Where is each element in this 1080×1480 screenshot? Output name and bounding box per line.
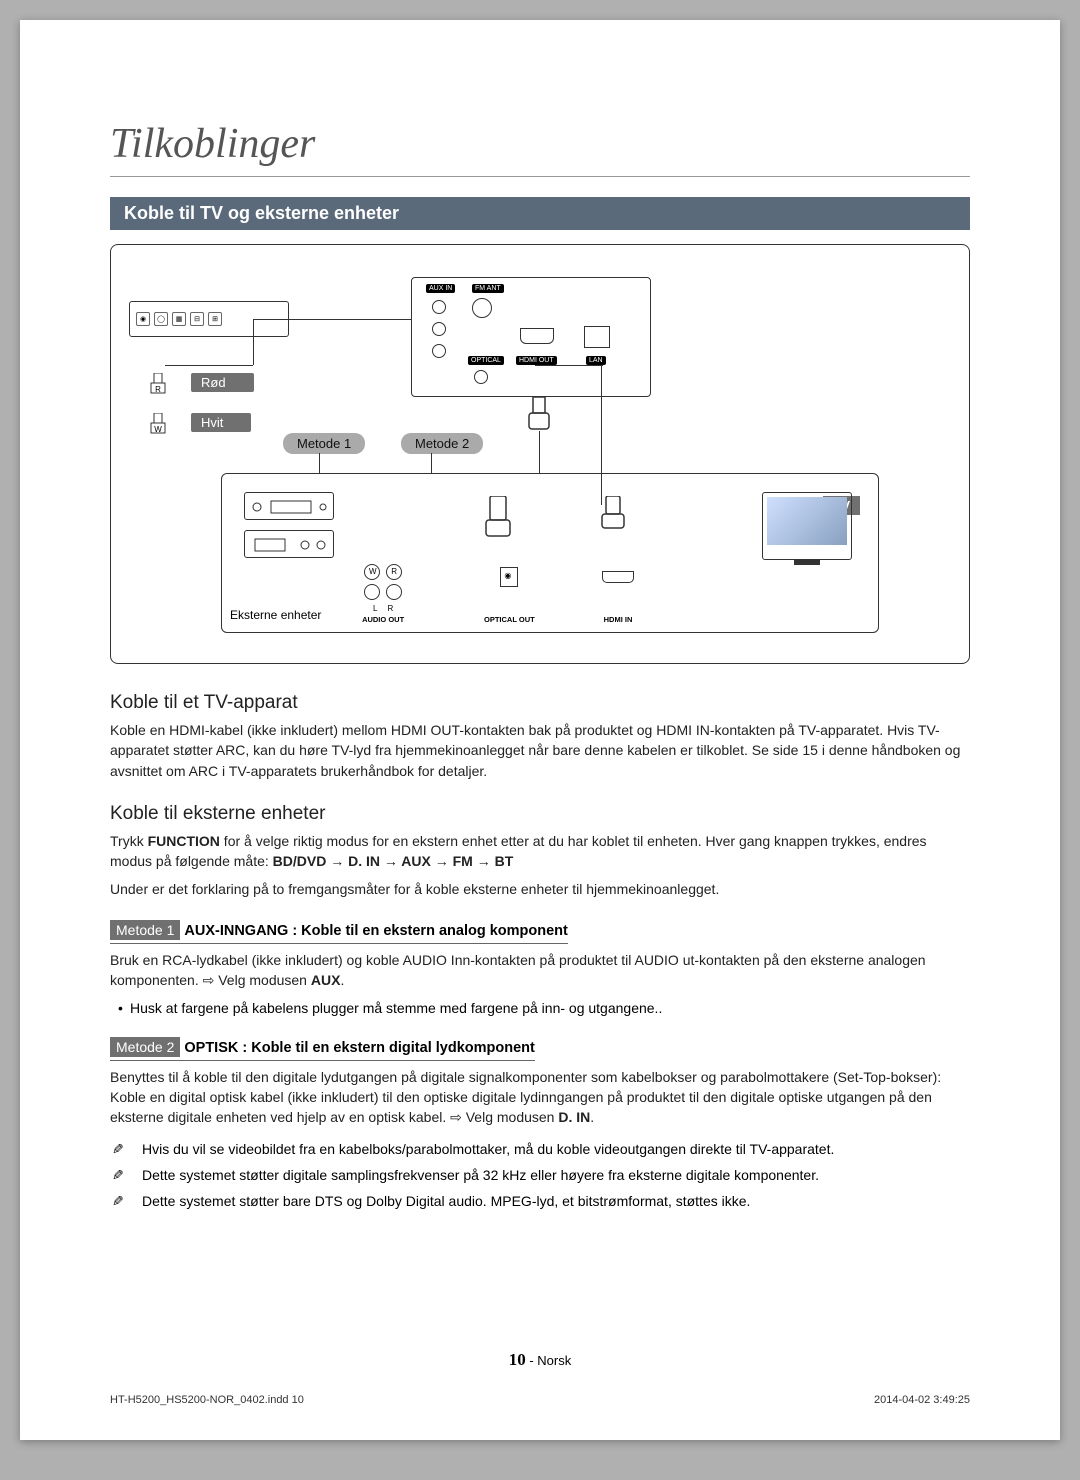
port-label-lan: LAN	[586, 356, 606, 365]
sub2-heading: Koble til eksterne enheter	[110, 803, 970, 825]
connection-diagram: ◉ ◯ ▦ ⊟ ⊞ R W Rød Hvit AUX IN FM ANT OPT…	[110, 244, 970, 664]
sub2-body-1: Trykk FUNCTION for å velge riktig modus …	[110, 831, 970, 872]
method1-heading: Metode 1AUX-INNGANG : Koble til en ekste…	[110, 922, 568, 944]
footer: HT-H5200_HS5200-NOR_0402.indd 10 2014-04…	[110, 1394, 970, 1406]
method2-heading: Metode 2OPTISK : Koble til en ekstern di…	[110, 1039, 535, 1061]
footer-date: 2014-04-02 3:49:25	[874, 1394, 970, 1406]
lan-port	[584, 326, 610, 348]
label-red: Rød	[191, 373, 254, 392]
port-label-optical: OPTICAL	[468, 356, 504, 365]
hdmi-plug-icon	[482, 496, 514, 540]
section-heading-bar: Koble til TV og eksterne enheter	[110, 197, 970, 230]
cable-line	[253, 319, 411, 320]
sub1-body: Koble en HDMI-kabel (ikke inkludert) mel…	[110, 720, 970, 781]
sub2-body-2: Under er det forklaring på to fremgangsm…	[110, 879, 970, 899]
jack-fm	[472, 298, 492, 318]
panel-icon: ⊟	[190, 312, 204, 326]
page: Tilkoblinger Koble til TV og eksterne en…	[20, 20, 1060, 1440]
hdmi-in-port: HDMI IN	[602, 571, 634, 624]
method1-bullets: Husk at fargene på kabelens plugger må s…	[110, 998, 970, 1018]
sub1-heading: Koble til et TV-apparat	[110, 692, 970, 714]
jack-aux-r2	[432, 344, 446, 358]
cable-line	[535, 365, 603, 366]
bullet-item: Husk at fargene på kabelens plugger må s…	[118, 998, 970, 1018]
external-devices-label: Eksterne enheter	[230, 608, 321, 622]
external-devices-box: Eksterne enheter W R LR AUDIO OUT ◉ OPTI…	[221, 473, 879, 633]
port-label-auxin: AUX IN	[426, 284, 455, 293]
hdmi-plug-icon	[600, 496, 626, 532]
chapter-title: Tilkoblinger	[110, 120, 970, 177]
notes-list: Hvis du vil se videobildet fra en kabelb…	[110, 1138, 970, 1213]
method2-tag: Metode 2	[401, 433, 483, 454]
cable-line	[253, 319, 254, 365]
label-white: Hvit	[191, 413, 251, 432]
rca-plug-white: W	[147, 413, 169, 435]
jack-optical	[474, 370, 488, 384]
method1-tag: Metode 1	[283, 433, 365, 454]
cable-line	[165, 365, 253, 366]
svg-text:R: R	[155, 385, 161, 394]
ext-device-1	[244, 492, 334, 520]
tv-icon	[762, 492, 852, 560]
panel-icon: ◯	[154, 312, 168, 326]
method1-body: Bruk en RCA-lydkabel (ikke inkludert) og…	[110, 950, 970, 991]
rear-panel: AUX IN FM ANT OPTICAL HDMI OUT LAN	[411, 277, 651, 397]
ext-device-2	[244, 530, 334, 558]
panel-icon: ▦	[172, 312, 186, 326]
note-item: Dette systemet støtter digitale sampling…	[134, 1164, 970, 1186]
panel-icon: ⊞	[208, 312, 222, 326]
footer-file: HT-H5200_HS5200-NOR_0402.indd 10	[110, 1394, 304, 1406]
audio-out-ports: W R LR AUDIO OUT	[362, 564, 404, 624]
optical-plug-icon	[527, 397, 551, 433]
panel-icon: ◉	[136, 312, 150, 326]
svg-text:W: W	[154, 425, 162, 434]
method2-body: Benyttes til å koble til den digitale ly…	[110, 1067, 970, 1128]
port-label-fmant: FM ANT	[472, 284, 504, 293]
jack-aux-r	[432, 322, 446, 336]
note-item: Hvis du vil se videobildet fra en kabelb…	[134, 1138, 970, 1160]
cable-line	[601, 365, 602, 505]
page-number: 10 - Norsk	[20, 1350, 1060, 1370]
jack-aux-l	[432, 300, 446, 314]
optical-out-port: ◉ OPTICAL OUT	[484, 567, 535, 624]
hdmi-out-port	[520, 328, 554, 344]
note-item: Dette systemet støtter bare DTS og Dolby…	[134, 1190, 970, 1212]
rca-plug-red: R	[147, 373, 169, 395]
port-label-hdmiout: HDMI OUT	[516, 356, 557, 365]
